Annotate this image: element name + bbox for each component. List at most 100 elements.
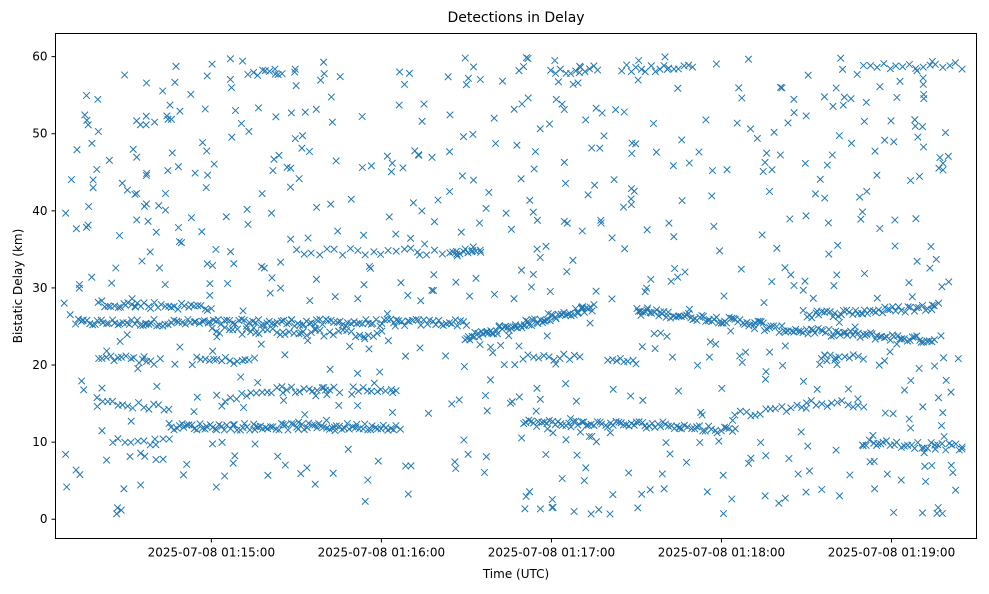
data-point-1044: [409, 199, 418, 207]
data-point-591: [827, 399, 836, 407]
data-point-1019: [459, 133, 468, 141]
data-point-572: [736, 407, 744, 415]
data-point-1410: [776, 151, 785, 159]
data-point-1468: [251, 440, 259, 448]
data-point-1147: [441, 352, 450, 360]
data-point-737: [648, 419, 656, 428]
data-point-940: [706, 338, 715, 346]
data-point-1533: [833, 360, 841, 369]
data-point-1179: [838, 65, 847, 73]
data-point-1177: [905, 278, 913, 287]
data-point-1096: [552, 360, 560, 368]
data-point-613: [202, 422, 211, 430]
data-point-804: [146, 441, 154, 449]
data-point-523: [108, 397, 117, 406]
data-point-547: [279, 389, 287, 397]
data-point-932: [133, 153, 141, 161]
data-point-1327: [951, 486, 960, 494]
data-point-42: [190, 318, 198, 326]
data-point-592: [833, 398, 842, 407]
data-point-966: [174, 163, 183, 171]
data-point-1369: [652, 148, 661, 156]
data-point-975: [359, 231, 368, 239]
data-point-972: [213, 391, 221, 399]
data-point-402: [150, 298, 158, 307]
data-point-1523: [102, 456, 111, 464]
data-point-87: [316, 315, 324, 323]
data-point-1095: [914, 133, 922, 141]
data-point-1011: [728, 495, 736, 503]
data-point-869: [376, 250, 385, 259]
data-point-712: [582, 421, 591, 430]
data-point-619: [218, 422, 226, 431]
data-point-907: [881, 136, 889, 144]
data-point-1491: [458, 172, 467, 180]
data-point-690: [525, 416, 533, 424]
data-point-1300: [389, 388, 397, 397]
data-point-797: [958, 445, 966, 453]
data-point-986: [546, 287, 554, 296]
data-point-1266: [784, 119, 792, 127]
data-point-567: [377, 385, 385, 394]
data-point-331: [910, 333, 919, 341]
data-point-1228: [83, 116, 91, 124]
data-point-681: [377, 425, 385, 433]
data-point-656: [313, 424, 321, 432]
data-point-527: [129, 404, 137, 412]
data-point-1535: [756, 438, 765, 447]
data-point-1153: [527, 283, 536, 291]
data-point-1189: [405, 69, 414, 77]
data-point-1117: [268, 274, 276, 282]
data-point-1110: [227, 83, 236, 92]
data-point-1057: [905, 415, 913, 423]
data-point-1564: [548, 495, 556, 504]
y-tick-label-3: 30: [32, 281, 47, 295]
data-point-910: [306, 296, 314, 305]
data-point-526: [124, 402, 132, 410]
data-point-1152: [702, 116, 710, 124]
data-point-1072: [476, 340, 484, 349]
data-point-1267: [643, 226, 651, 234]
data-point-938: [331, 293, 339, 301]
data-point-1346: [609, 385, 617, 393]
data-point-420: [208, 324, 216, 332]
data-point-570: [392, 387, 400, 395]
data-point-1398: [619, 203, 628, 211]
data-point-219: [652, 306, 661, 314]
data-point-876: [430, 246, 439, 254]
data-point-1536: [151, 435, 159, 443]
data-point-514: [835, 353, 843, 361]
data-point-1048: [578, 227, 586, 235]
data-point-453: [352, 333, 360, 341]
data-point-1462: [428, 153, 436, 162]
data-point-1520: [462, 81, 471, 89]
data-point-1310: [472, 274, 480, 282]
data-point-948: [816, 175, 824, 183]
data-point-247: [712, 313, 721, 321]
data-point-1541: [298, 132, 307, 140]
data-point-405: [161, 302, 169, 310]
data-point-850: [912, 64, 920, 73]
data-point-1378: [320, 70, 328, 78]
data-point-1290: [832, 446, 840, 454]
data-point-1550: [226, 75, 235, 84]
data-point-953: [947, 388, 955, 396]
data-point-1430: [143, 169, 151, 178]
data-point-1367: [934, 503, 942, 512]
data-point-568: [381, 387, 390, 395]
data-point-1401: [627, 200, 636, 209]
data-point-1323: [669, 162, 678, 170]
data-point-1140: [461, 336, 469, 344]
data-point-1429: [354, 295, 362, 303]
data-point-1590: [257, 340, 265, 348]
data-point-611: [198, 424, 206, 433]
data-point-807: [165, 435, 173, 443]
data-point-284: [794, 327, 803, 335]
data-point-1046: [430, 218, 439, 226]
data-point-710: [578, 418, 586, 426]
data-point-1581: [275, 151, 283, 159]
data-point-1494: [778, 361, 787, 370]
data-point-919: [811, 190, 820, 198]
data-point-151: [483, 328, 491, 336]
data-point-952: [198, 138, 207, 147]
